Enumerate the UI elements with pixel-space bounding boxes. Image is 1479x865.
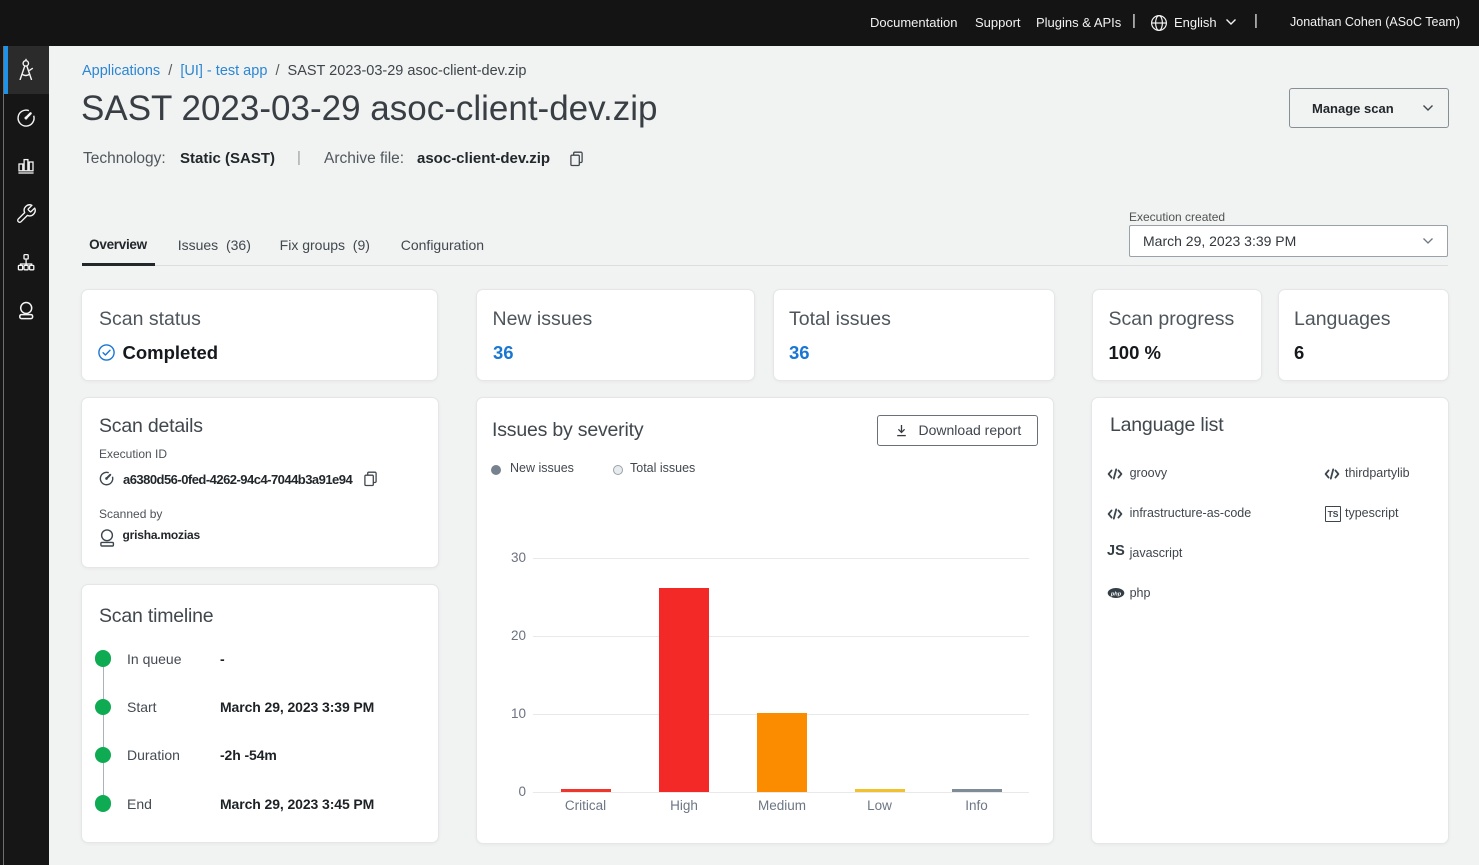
svg-text:php: php xyxy=(1110,591,1122,597)
